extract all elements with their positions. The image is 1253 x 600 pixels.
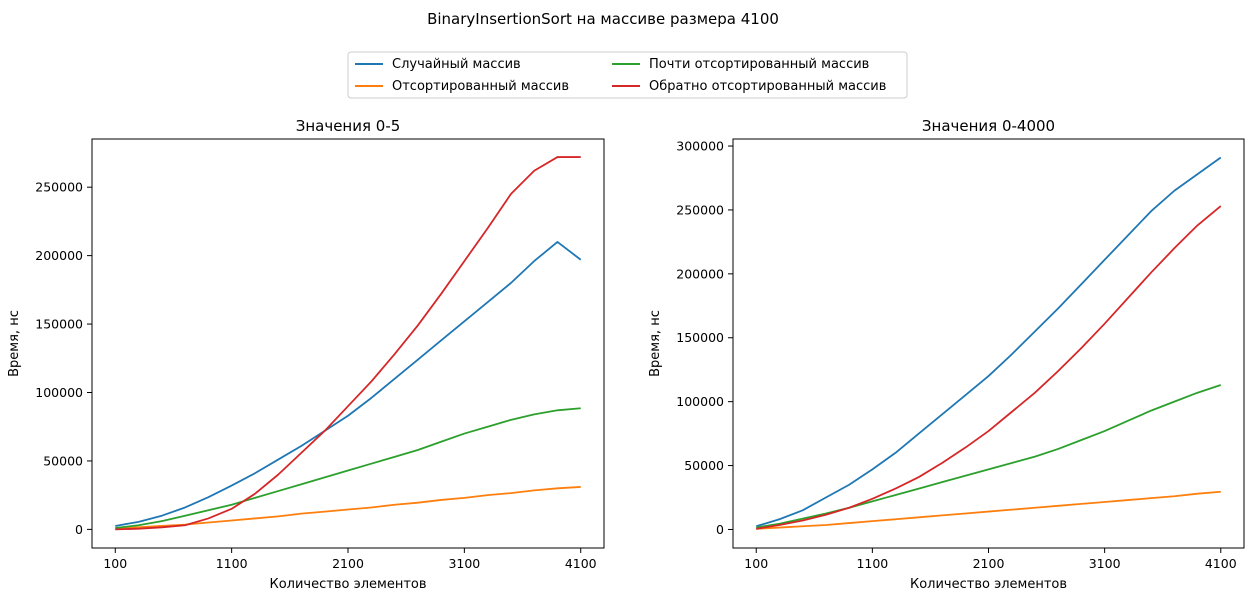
y-tick-label: 50000 bbox=[43, 453, 83, 468]
y-tick-label: 250000 bbox=[35, 180, 83, 195]
series-reversed-line bbox=[115, 156, 581, 531]
series-sorted-line bbox=[756, 490, 1221, 530]
x-tick-label: 4100 bbox=[1205, 556, 1237, 571]
y-tick-label: 300000 bbox=[676, 139, 724, 154]
series-almost-sorted-line bbox=[756, 384, 1222, 529]
series-random-line bbox=[115, 241, 582, 527]
x-tick-label: 1100 bbox=[216, 556, 248, 571]
x-axis-label: Количество элементов bbox=[910, 577, 1067, 592]
y-tick-label: 50000 bbox=[684, 458, 724, 473]
legend-frame bbox=[347, 51, 908, 99]
subplot-title: Значения 0-5 bbox=[296, 117, 401, 135]
y-tick-label: 100000 bbox=[676, 394, 724, 409]
y-tick-label: 0 bbox=[716, 522, 724, 537]
legend-entry: Почти отсортированный массив bbox=[612, 57, 869, 72]
y-tick-label: 100000 bbox=[35, 385, 83, 400]
legend-entry: Случайный массив bbox=[355, 57, 521, 72]
legend-label-random: Случайный массив bbox=[392, 57, 521, 72]
x-tick-label: 100 bbox=[103, 556, 127, 571]
y-axis-label: Время, нс bbox=[7, 310, 22, 377]
y-axis-label: Время, нс bbox=[648, 310, 663, 377]
y-tick-label: 0 bbox=[75, 522, 83, 537]
series-random-line bbox=[755, 156, 1222, 528]
legend: Случайный массив Отсортированный массив … bbox=[347, 51, 908, 99]
y-tick-label: 150000 bbox=[35, 317, 83, 332]
y-tick-label: 200000 bbox=[35, 248, 83, 263]
legend-entry: Отсортированный массив bbox=[355, 79, 569, 94]
x-axis-label: Количество элементов bbox=[269, 577, 426, 592]
axes-frame bbox=[732, 138, 1245, 549]
figure-suptitle: BinaryInsertionSort на массиве размера 4… bbox=[427, 10, 779, 28]
series-almost-sorted-line bbox=[115, 407, 581, 529]
legend-label-sorted: Отсортированный массив bbox=[392, 79, 569, 94]
x-tick-label: 2100 bbox=[973, 556, 1005, 571]
legend-label-reversed: Обратно отсортированный массив bbox=[649, 79, 886, 94]
subplot-values-0-5: Значения 0-5 100 1100 2100 3100 4100 0 50000 100… bbox=[7, 117, 605, 592]
y-tick-label: 250000 bbox=[676, 202, 724, 217]
x-tick-label: 100 bbox=[744, 556, 768, 571]
axes-frame bbox=[91, 138, 605, 549]
subplot-values-0-4000: Значения 0-4000 100 1100 2100 3100 4100 0 50000… bbox=[648, 117, 1245, 592]
y-tick-label: 200000 bbox=[676, 266, 724, 281]
legend-entry: Обратно отсортированный массив bbox=[612, 79, 886, 94]
x-tick-label: 2100 bbox=[332, 556, 364, 571]
legend-label-almost-sorted: Почти отсортированный массив bbox=[649, 57, 869, 72]
y-tick-label: 150000 bbox=[676, 330, 724, 345]
x-tick-label: 3100 bbox=[448, 556, 480, 571]
x-tick-label: 4100 bbox=[565, 556, 597, 571]
x-tick-label: 1100 bbox=[856, 556, 888, 571]
series-reversed-line bbox=[756, 205, 1222, 530]
x-tick-label: 3100 bbox=[1089, 556, 1121, 571]
subplot-title: Значения 0-4000 bbox=[922, 117, 1055, 135]
